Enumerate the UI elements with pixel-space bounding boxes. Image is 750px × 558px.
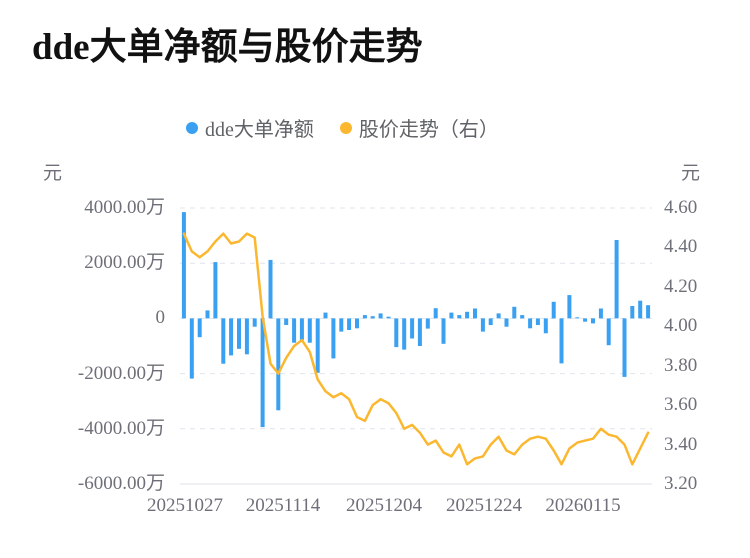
legend: dde大单净额 股价走势（右） (186, 113, 499, 142)
bar[interactable] (575, 317, 580, 319)
bar[interactable] (394, 318, 399, 348)
bar[interactable] (551, 301, 556, 319)
bar[interactable] (260, 318, 265, 428)
bar[interactable] (480, 318, 485, 332)
left-axis-tick-label: 4000.00万 (84, 197, 165, 218)
bar[interactable] (520, 315, 525, 319)
right-axis-tick-label: 3.20 (664, 473, 698, 494)
bar[interactable] (488, 318, 493, 325)
bar[interactable] (205, 310, 210, 319)
bar[interactable] (512, 306, 517, 319)
bar[interactable] (583, 318, 588, 322)
x-axis-tick-label: 20260115 (545, 495, 621, 516)
right-axis-tick-label: 4.60 (664, 197, 698, 218)
bar[interactable] (268, 259, 273, 319)
legend-label: 股价走势（右） (358, 119, 499, 141)
right-axis-tick-label: 4.20 (664, 275, 698, 297)
bar[interactable] (370, 316, 375, 319)
bar[interactable] (244, 318, 249, 355)
bar[interactable] (284, 318, 289, 325)
bar[interactable] (213, 262, 218, 319)
bar[interactable] (362, 315, 367, 319)
bar[interactable] (496, 313, 501, 319)
bar[interactable] (425, 318, 430, 329)
bar[interactable] (457, 315, 462, 319)
right-axis-unit: 元 (681, 163, 701, 184)
bar[interactable] (567, 295, 572, 319)
right-axis-tick-label: 3.40 (664, 433, 698, 455)
x-axis-tick-label: 20251114 (245, 495, 321, 516)
legend-dot-icon (339, 121, 352, 134)
bar[interactable] (417, 318, 422, 346)
legend-item-price-trend[interactable]: 股价走势（右） (339, 113, 499, 142)
price-trend-line[interactable] (182, 232, 650, 466)
bar[interactable] (276, 318, 281, 411)
bar[interactable] (229, 318, 234, 356)
bar[interactable] (598, 308, 603, 319)
bar[interactable] (449, 312, 454, 319)
bar[interactable] (606, 318, 611, 346)
x-axis-tick-label: 20251224 (446, 495, 522, 516)
bar[interactable] (473, 308, 477, 319)
bar[interactable] (221, 318, 226, 364)
bar[interactable] (622, 318, 627, 377)
left-axis-unit: 元 (43, 163, 63, 184)
bar[interactable] (189, 318, 194, 379)
bar[interactable] (535, 318, 540, 325)
chart-title: dde大单净额与股价走势 (32, 27, 423, 68)
bar-series-dde-net[interactable] (181, 212, 651, 428)
bar[interactable] (433, 308, 438, 319)
bar[interactable] (331, 318, 336, 359)
x-axis-tick-label: 20251204 (346, 495, 422, 516)
bar[interactable] (378, 313, 383, 319)
bar[interactable] (252, 318, 257, 327)
bar[interactable] (386, 316, 391, 319)
bar[interactable] (465, 311, 470, 319)
bar[interactable] (197, 318, 202, 338)
left-axis-tick-label: -2000.00万 (77, 362, 165, 384)
bar[interactable] (504, 318, 509, 327)
right-axis-tick-label: 3.80 (664, 354, 698, 376)
bar[interactable] (307, 318, 312, 343)
bar[interactable] (528, 318, 533, 329)
bar[interactable] (646, 305, 651, 319)
bar[interactable] (292, 318, 297, 343)
bar[interactable] (559, 318, 564, 364)
bar[interactable] (614, 240, 619, 319)
bar[interactable] (315, 318, 320, 373)
x-axis-tick-label: 20251027 (147, 495, 223, 516)
bar[interactable] (410, 318, 415, 339)
bar[interactable] (339, 318, 344, 332)
bar[interactable] (630, 306, 635, 319)
legend-label: dde大单净额 (205, 119, 314, 141)
right-axis-tick-label: 3.60 (664, 394, 698, 416)
bar[interactable] (591, 318, 595, 324)
bar[interactable] (355, 318, 359, 329)
bar[interactable] (181, 212, 186, 319)
bar[interactable] (323, 312, 328, 319)
legend-dot-icon (186, 121, 198, 134)
left-axis-tick-label: -6000.00万 (77, 473, 165, 494)
bar[interactable] (237, 318, 241, 349)
left-axis-tick-label: 0 (155, 307, 166, 329)
right-axis-tick-label: 4.00 (664, 315, 698, 337)
bar[interactable] (543, 318, 548, 334)
bar[interactable] (299, 318, 304, 340)
bar[interactable] (347, 318, 352, 330)
bar[interactable] (441, 318, 446, 344)
left-axis-tick-label: -4000.00万 (77, 417, 165, 439)
right-axis-tick-label: 4.40 (664, 236, 698, 258)
legend-item-dde-net[interactable]: dde大单净额 (186, 113, 314, 142)
bar[interactable] (638, 300, 643, 319)
left-axis-tick-label: 2000.00万 (84, 252, 165, 274)
bar[interactable] (402, 318, 407, 350)
